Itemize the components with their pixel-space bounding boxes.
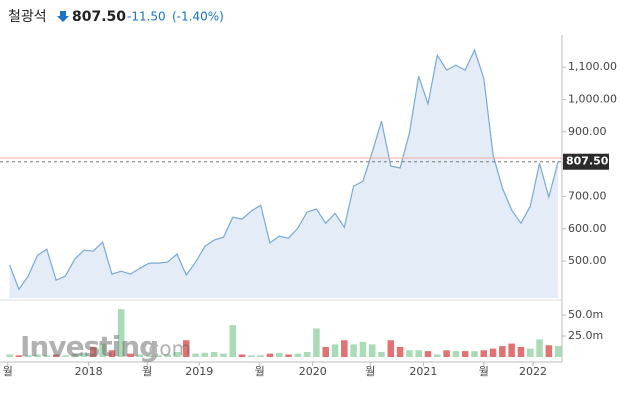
volume-bar <box>471 351 478 357</box>
volume-bar <box>155 355 162 357</box>
volume-bar <box>52 354 60 357</box>
x-tick-label: 2018 <box>75 365 103 378</box>
volume-bar <box>434 354 441 357</box>
change-pct: (-1.40%) <box>172 10 224 24</box>
volume-bar <box>452 351 460 357</box>
volume-bar <box>173 351 181 357</box>
volume-bar <box>526 348 534 357</box>
volume-bar <box>545 345 553 357</box>
volume-bar <box>359 341 367 357</box>
volume-bar <box>443 350 450 357</box>
volume-bar <box>164 354 171 357</box>
last-price-label: 807.50 <box>566 155 609 168</box>
volume-tick-label: 25.0m <box>568 329 603 342</box>
volume-bar <box>341 340 348 357</box>
volume-bar <box>80 352 88 357</box>
volume-bar <box>387 340 395 357</box>
volume-bar <box>220 353 227 357</box>
change: -11.50 <box>127 10 166 24</box>
y-tick-label: 1,000.00 <box>568 92 617 105</box>
volume-bar <box>499 346 506 357</box>
volume-bar <box>43 355 51 357</box>
y-tick-label: 900.00 <box>568 125 607 138</box>
x-tick-label: 2022 <box>519 365 547 378</box>
volume-bar <box>517 346 525 357</box>
volume-bar <box>322 346 329 357</box>
volume-bar <box>303 351 311 357</box>
y-tick-label: 500.00 <box>568 254 607 267</box>
volume-bar <box>34 354 41 357</box>
volume-bar <box>331 344 339 357</box>
volume-bar <box>313 328 320 357</box>
volume-bar <box>257 355 264 357</box>
volume-bar <box>229 325 237 357</box>
volume-bar <box>275 352 283 357</box>
area <box>9 50 559 298</box>
instrument-name: 철광석 <box>8 9 47 25</box>
volume-bar <box>62 355 69 357</box>
y-tick-label: 600.00 <box>568 222 607 235</box>
volume-bar <box>415 350 422 357</box>
volume-bar <box>136 354 144 357</box>
x-tick-label: 2021 <box>409 365 437 378</box>
volume-bar <box>508 343 515 357</box>
volume-bar <box>406 350 413 357</box>
price-line <box>9 48 559 291</box>
volume-bar <box>396 346 404 357</box>
watermark-suffix: .com <box>142 337 191 361</box>
volume-bar <box>536 339 543 357</box>
watermark: Investing .com <box>20 330 191 363</box>
y-tick-label: 1,100.00 <box>568 60 617 73</box>
volume-bar <box>192 353 199 357</box>
x-tick-label: 월 <box>142 365 152 378</box>
volume-bar <box>489 348 497 357</box>
x-tick-label: 월 <box>365 365 375 378</box>
volume-bar <box>424 351 432 357</box>
volume-bar <box>461 351 469 357</box>
volume-bar <box>145 355 153 357</box>
x-tick-label: 2020 <box>299 365 327 378</box>
volume-bar <box>350 344 357 357</box>
volume-bar <box>117 309 125 357</box>
down-arrow <box>57 11 69 22</box>
volume-bar <box>183 340 190 357</box>
volume-bar <box>554 346 562 357</box>
volume-bar <box>71 353 78 357</box>
volume-bar <box>210 351 218 357</box>
volume-bar <box>127 353 134 357</box>
x-tick-label: 월 <box>479 365 489 378</box>
volume-bar <box>15 355 23 357</box>
volume-bar <box>201 352 209 357</box>
volume-bar <box>480 350 488 357</box>
volume-bar <box>368 344 376 357</box>
volume-bar <box>90 346 97 357</box>
x-tick-label: 월 <box>3 365 13 378</box>
price: 807.50 <box>72 9 126 25</box>
x-tick-label: 월 <box>255 365 265 378</box>
volume-bar <box>6 354 13 357</box>
volume-tick-label: 50.0m <box>568 308 603 321</box>
watermark-brand: Investing <box>20 330 158 363</box>
volume-bar <box>248 355 255 357</box>
last-price-box <box>563 153 609 170</box>
x-tick-label: 2019 <box>185 365 213 378</box>
volume-bar <box>378 351 385 357</box>
volume-bar <box>294 353 302 357</box>
volume-bar <box>238 354 246 357</box>
volume-bar <box>24 355 32 357</box>
y-tick-label: 700.00 <box>568 189 607 202</box>
volume-bar <box>99 343 106 357</box>
volume-bar <box>285 354 292 357</box>
volume-bar <box>266 353 274 357</box>
volume-bar <box>108 350 116 357</box>
